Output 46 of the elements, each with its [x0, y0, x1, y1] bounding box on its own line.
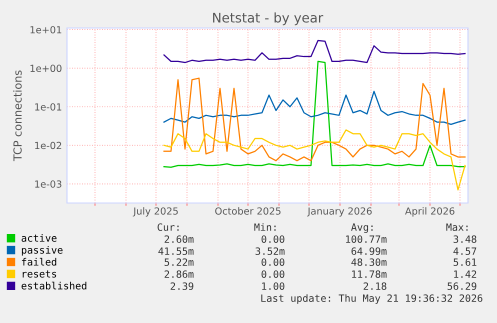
y-tick-label: 1e+00: [30, 64, 62, 72]
text: 41.55m: [158, 247, 194, 255]
line-series: [163, 78, 466, 162]
text: 3.48: [454, 235, 476, 243]
text: 0.00: [262, 235, 284, 243]
text: Min:: [254, 223, 276, 231]
legend-label: active: [22, 234, 57, 242]
x-tick-label: July 2025: [132, 207, 178, 217]
text: 2.60m: [164, 235, 194, 243]
x-tick-label: April 2026: [405, 207, 454, 217]
x-tick-label: October 2025: [215, 207, 281, 215]
text: 5.22m: [164, 258, 194, 266]
line-series: [163, 60, 466, 168]
y-tick-label: 1e-02: [35, 142, 62, 150]
line-series: [163, 40, 466, 64]
x-tick-label: January 2026: [307, 207, 372, 217]
text: 1.42: [454, 270, 476, 278]
y-tick-label: 1e-03: [35, 180, 62, 188]
text: 4.57: [453, 247, 476, 255]
legend-label: passive: [22, 246, 63, 256]
legend-label: failed: [22, 258, 56, 266]
legend-label: established: [22, 282, 86, 290]
text: 2.86m: [164, 270, 194, 278]
chart-title: Netstat - by year: [213, 12, 324, 26]
line-series: [163, 90, 466, 125]
text: 2.39: [170, 282, 194, 290]
text: 11.78m: [352, 270, 387, 278]
text: Last update: Thu May 21 19:36:32 2026: [261, 294, 482, 304]
text: Avg:: [351, 223, 373, 233]
y-tick-label: 1e+01: [30, 26, 62, 34]
text: 2.18: [364, 282, 386, 290]
text: 64.99m: [352, 247, 387, 255]
text: 3.52m: [256, 247, 285, 255]
text: 1.00: [262, 282, 284, 290]
text: 100.77m: [346, 235, 387, 243]
legend-label: resets: [22, 270, 56, 278]
text: Max:: [446, 223, 468, 231]
y-tick-label: 1e-01: [35, 103, 62, 111]
text: 5.61: [454, 258, 476, 266]
text: 0.00: [262, 258, 284, 266]
text: 48.30m: [351, 258, 387, 266]
text: 0.00: [262, 270, 284, 278]
line-series: [163, 129, 466, 191]
text: 56.29: [448, 282, 476, 290]
text: Cur:: [158, 223, 179, 231]
y-axis-title: TCP connections: [13, 70, 22, 162]
